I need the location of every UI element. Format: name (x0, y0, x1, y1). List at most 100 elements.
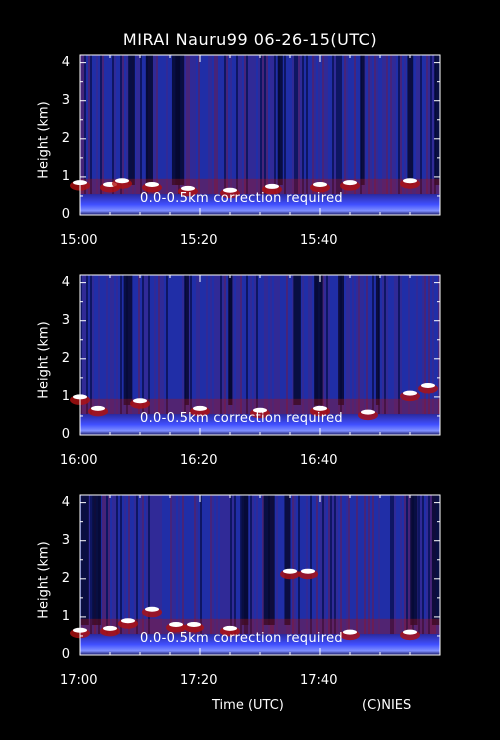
noise-column (392, 275, 394, 435)
noise-column (136, 275, 138, 435)
noise-column (206, 55, 208, 215)
noise-column (204, 275, 206, 435)
noise-column (222, 275, 224, 435)
noise-column (346, 495, 348, 655)
noise-column (420, 55, 422, 215)
noise-column (136, 55, 138, 215)
signal-attenuation-column (171, 55, 181, 185)
x-tick-label: 15:20 (180, 233, 218, 248)
signal-attenuation-column (314, 275, 323, 405)
noise-column (244, 55, 246, 215)
noise-column (252, 55, 254, 215)
noise-column (90, 55, 92, 215)
cloud-base-point (181, 185, 195, 191)
noise-column (238, 495, 240, 655)
noise-column (364, 495, 366, 655)
noise-column (346, 275, 348, 435)
noise-column (370, 495, 372, 655)
signal-attenuation-column (293, 275, 301, 405)
noise-column (416, 55, 418, 215)
cloud-base-point (115, 178, 129, 184)
noise-column (118, 275, 120, 435)
noise-column (82, 55, 84, 215)
noise-column (146, 495, 148, 655)
noise-column (176, 495, 178, 655)
noise-column (188, 495, 190, 655)
noise-column (382, 55, 384, 215)
noise-column (302, 275, 304, 435)
y-tick-label: 3 (61, 92, 70, 108)
noise-column (120, 55, 122, 215)
y-tick-label: 4 (61, 54, 70, 70)
noise-column (428, 55, 430, 215)
noise-column (186, 55, 188, 215)
noise-column (324, 275, 326, 435)
noise-column (232, 55, 234, 215)
noise-column (224, 495, 226, 655)
noise-column (112, 55, 114, 215)
noise-column (102, 55, 104, 215)
noise-column (216, 495, 218, 655)
noise-column (168, 275, 170, 435)
noise-column (278, 495, 280, 655)
noise-column (200, 275, 202, 435)
noise-column (374, 495, 376, 655)
noise-column (354, 495, 356, 655)
noise-column (102, 275, 104, 435)
noise-column (384, 495, 386, 655)
noise-column (290, 275, 292, 435)
noise-column (266, 55, 268, 215)
noise-column (126, 495, 128, 655)
noise-column (338, 55, 340, 215)
noise-column (410, 275, 412, 435)
noise-column (332, 275, 334, 435)
noise-column (122, 55, 124, 215)
noise-column (212, 55, 214, 215)
noise-column (426, 275, 428, 435)
y-tick-label: 0 (61, 647, 70, 662)
noise-column (392, 55, 394, 215)
noise-column (210, 495, 212, 655)
noise-column (90, 275, 92, 435)
noise-column (212, 275, 214, 435)
noise-column (220, 495, 222, 655)
x-tick-label: 17:00 (60, 673, 98, 688)
noise-column (360, 495, 362, 655)
noise-column (350, 275, 352, 435)
noise-column (274, 495, 276, 655)
noise-column (88, 275, 90, 435)
noise-column (142, 275, 144, 435)
cloud-base-point (223, 187, 237, 193)
noise-column (244, 275, 246, 435)
noise-column (140, 275, 142, 435)
cloud-base-point (313, 405, 327, 411)
noise-column (128, 495, 130, 655)
noise-column (350, 55, 352, 215)
cloud-base-point (403, 178, 417, 184)
noise-column (170, 55, 172, 215)
noise-column (404, 55, 406, 215)
noise-column (282, 275, 284, 435)
noise-column (376, 495, 378, 655)
noise-column (254, 55, 256, 215)
noise-column (278, 275, 280, 435)
noise-column (110, 495, 112, 655)
cloud-base-point (103, 625, 117, 631)
noise-column (136, 495, 138, 655)
noise-column (138, 275, 140, 435)
noise-column (140, 55, 142, 215)
noise-column (344, 55, 346, 215)
noise-column (234, 55, 236, 215)
noise-column (390, 275, 392, 435)
noise-column (138, 55, 140, 215)
noise-column (88, 55, 90, 215)
signal-attenuation-column (184, 275, 189, 405)
noise-column (220, 55, 222, 215)
noise-column (162, 495, 164, 655)
noise-column (100, 275, 102, 435)
cloud-base-point (361, 409, 375, 415)
noise-column (260, 275, 262, 435)
noise-column (158, 495, 160, 655)
noise-column (350, 495, 352, 655)
noise-column (196, 275, 198, 435)
